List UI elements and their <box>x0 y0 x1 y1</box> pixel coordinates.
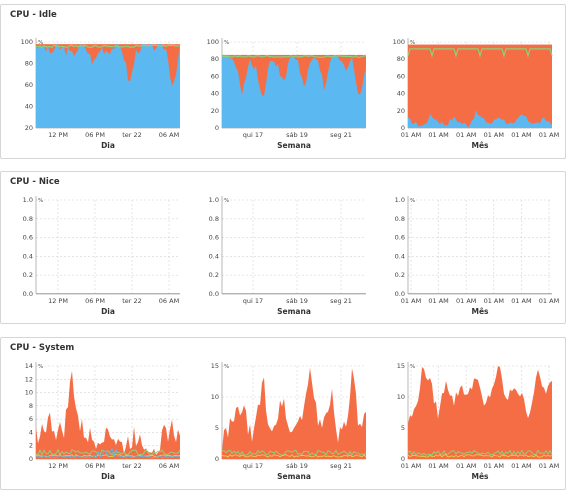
panel-cpu-nice: CPU - Nice <box>0 171 566 324</box>
panel-title: CPU - Idle <box>10 10 57 20</box>
panel-cpu-system: CPU - System <box>0 337 566 490</box>
panel-cpu-idle: CPU - Idle <box>0 4 566 159</box>
panel-title: CPU - Nice <box>10 177 60 187</box>
panel-title: CPU - System <box>10 343 75 353</box>
